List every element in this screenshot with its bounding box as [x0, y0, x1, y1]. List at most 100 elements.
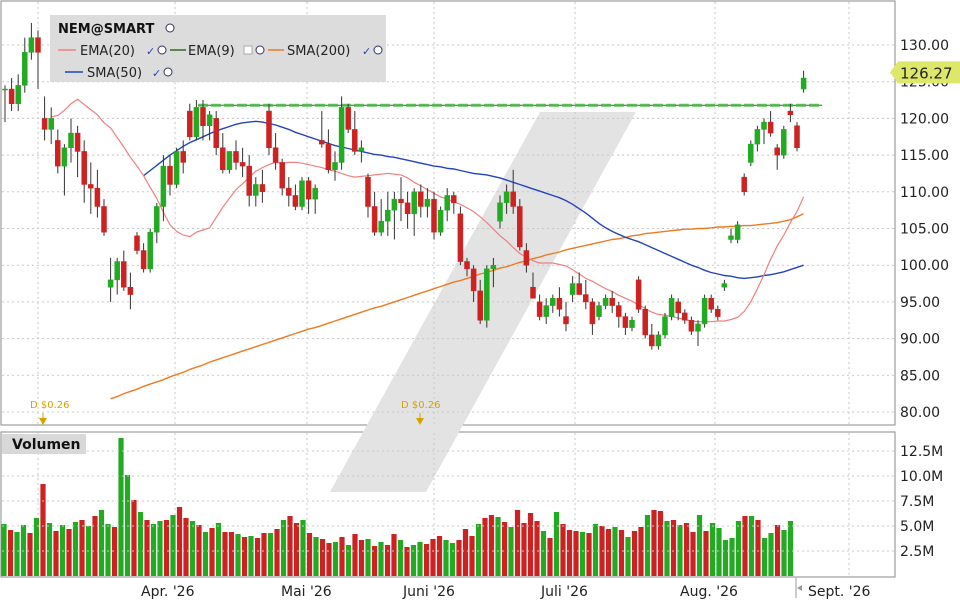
arrow-down-icon — [39, 418, 47, 425]
volume-bar — [157, 521, 163, 576]
candle-body — [715, 308, 721, 317]
candle-body — [787, 110, 794, 115]
volume-bar — [248, 536, 254, 576]
time-tick-label: Apr. '26 — [141, 584, 195, 600]
legend-ema9: EMA(9) — [188, 44, 235, 59]
candle-body — [167, 165, 173, 185]
volume-bar — [657, 511, 664, 576]
volume-bar — [326, 543, 332, 576]
volume-bar — [33, 518, 40, 576]
last-price-label: 126.27 — [900, 64, 953, 82]
volume-title-background — [2, 434, 86, 454]
checkmark-icon[interactable]: ✓ — [146, 45, 155, 58]
candle-body — [41, 118, 48, 130]
candle — [391, 191, 398, 240]
candle-body — [55, 140, 61, 167]
candle — [35, 30, 41, 90]
volume-bar — [254, 538, 261, 576]
candle — [728, 228, 734, 244]
volume-bar — [625, 537, 631, 576]
candle — [682, 309, 688, 324]
candle — [41, 96, 48, 141]
candle — [444, 188, 450, 222]
candle — [74, 125, 81, 178]
candle-body — [352, 129, 358, 152]
candle — [781, 125, 787, 159]
volume-bar — [287, 516, 293, 576]
candle — [622, 312, 629, 335]
dividend-marker-1[interactable]: D $0.26 — [30, 400, 70, 425]
volume-bar — [755, 520, 761, 576]
candle-body — [583, 294, 589, 303]
candle — [48, 107, 54, 145]
dividend-marker-2[interactable]: D $0.26 — [401, 400, 441, 425]
candle-body — [734, 224, 741, 240]
volume-bar — [378, 542, 384, 576]
candle — [55, 129, 61, 174]
candle — [61, 144, 68, 196]
candle-body — [569, 283, 576, 295]
candle-body — [543, 305, 549, 317]
candle-body — [668, 297, 675, 317]
candle-body — [748, 143, 754, 163]
candle — [642, 305, 648, 339]
checkmark-icon[interactable]: ✓ — [152, 67, 161, 80]
arrow-right-icon — [797, 585, 802, 591]
candle-body — [774, 147, 780, 156]
settings-icon[interactable] — [163, 67, 173, 77]
candle — [312, 184, 318, 214]
volume-bar — [267, 533, 274, 576]
volume-bar — [365, 539, 371, 576]
candle-body — [345, 107, 351, 130]
volume-bar — [436, 536, 443, 576]
candle — [510, 169, 516, 214]
price-tick-label: 85.00 — [900, 368, 940, 384]
volume-tick-label: 5.0M — [900, 519, 934, 535]
settings-icon[interactable] — [373, 45, 383, 55]
candle — [543, 298, 549, 324]
candle — [226, 151, 233, 174]
candle — [583, 279, 589, 310]
volume-bar — [729, 538, 735, 576]
candle-body — [464, 261, 470, 270]
candle — [325, 129, 332, 174]
volume-bar — [189, 521, 196, 576]
volume-tick-label: 2.5M — [900, 544, 934, 560]
settings-icon[interactable] — [165, 23, 175, 33]
candle-body — [213, 118, 219, 149]
candle-body — [794, 125, 800, 149]
candle — [708, 294, 714, 313]
candle — [503, 184, 510, 214]
last-price-badge: 126.27 — [890, 61, 960, 84]
candle — [253, 177, 259, 207]
candles — [2, 22, 807, 350]
volume-bar — [345, 545, 352, 576]
volume-bar — [79, 520, 85, 576]
candle — [477, 279, 483, 324]
candle-body — [589, 301, 596, 325]
legend-sma50: SMA(50) — [87, 66, 142, 81]
volume-bar — [462, 529, 469, 576]
candle-body — [325, 143, 332, 171]
volume-bar — [586, 533, 592, 576]
volume-bar — [592, 524, 599, 576]
time-tick-label: Sept. '26 — [808, 584, 871, 600]
candle-body — [741, 176, 747, 193]
volume-bar — [690, 532, 696, 576]
checkmark-icon[interactable]: ✓ — [362, 45, 371, 58]
volume-bar — [72, 522, 79, 576]
candle — [649, 323, 655, 350]
candle — [167, 155, 173, 196]
volume-bar — [553, 512, 560, 576]
checkbox-icon[interactable] — [243, 45, 253, 55]
volume-bar — [176, 507, 183, 576]
candle — [332, 151, 338, 181]
settings-icon[interactable] — [157, 45, 167, 55]
candle — [431, 191, 437, 240]
settings-icon[interactable] — [255, 45, 265, 55]
candle-body — [226, 151, 233, 171]
volume-bar — [579, 532, 586, 576]
price-tick-label: 105.00 — [900, 222, 949, 238]
candle-body — [272, 147, 279, 163]
price-tick-label: 90.00 — [900, 332, 940, 348]
